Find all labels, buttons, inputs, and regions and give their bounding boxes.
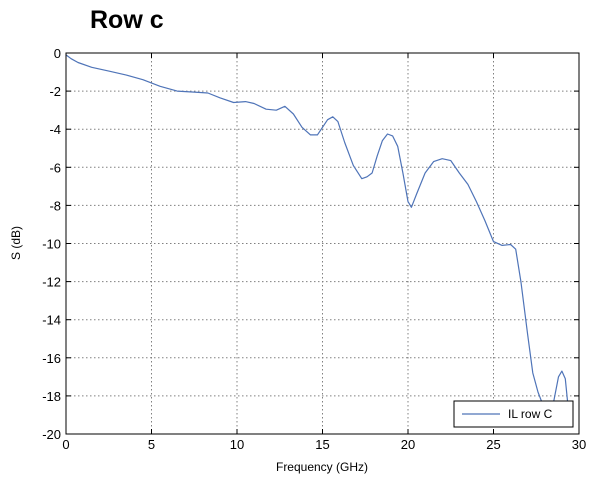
y-tick-label: -4 (49, 122, 61, 137)
series-layer (65, 54, 570, 414)
y-tick-label: -12 (42, 275, 61, 290)
chart-title: Row c (90, 6, 164, 34)
y-tick-label: -2 (49, 84, 61, 99)
y-tick-label: -16 (42, 351, 61, 366)
grid (66, 53, 579, 434)
tick-labels: 0 5 10 15 20 25 30 0 -2 -4 -6 -8 -10 -12 -14 -16 -18 -20 (42, 46, 586, 452)
y-tick-label: -20 (42, 427, 61, 442)
y-tick-label: -14 (42, 313, 61, 328)
x-tick-label: 0 (62, 437, 69, 452)
y-axis-label: S (dB) (9, 226, 23, 260)
x-tick-label: 20 (401, 437, 415, 452)
x-tick-label: 15 (315, 437, 329, 452)
x-tick-label: 10 (230, 437, 244, 452)
legend-label: IL row C (508, 407, 553, 421)
y-tick-label: -18 (42, 389, 61, 404)
x-tick-label: 5 (148, 437, 155, 452)
x-tick-label: 25 (486, 437, 500, 452)
series-line-0 (65, 54, 570, 414)
x-axis-label: Frequency (GHz) (276, 460, 368, 474)
x-tick-label: 30 (572, 437, 586, 452)
y-tick-label: -10 (42, 237, 61, 252)
legend: IL row C (453, 400, 574, 428)
y-tick-label: -8 (49, 198, 61, 213)
y-tick-label: 0 (54, 46, 61, 61)
ticks (65, 52, 580, 435)
y-tick-label: -6 (49, 160, 61, 175)
